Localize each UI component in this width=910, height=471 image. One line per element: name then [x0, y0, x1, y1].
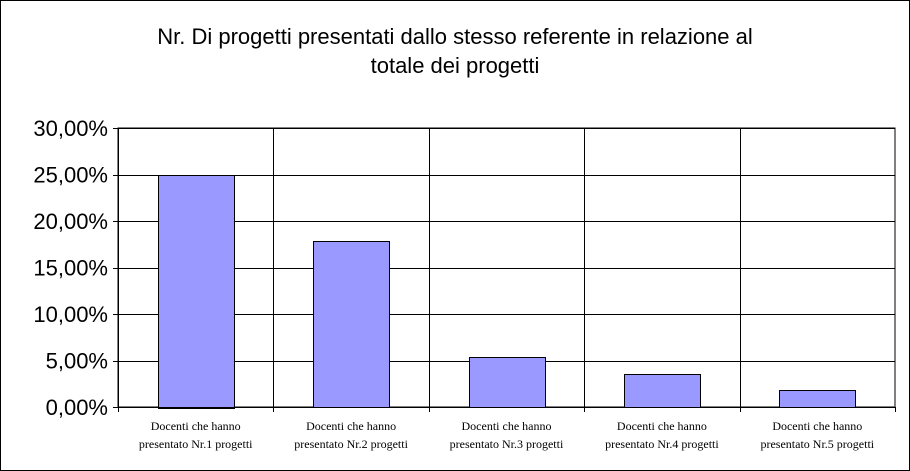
x-category-label-4-line-1: Docenti che hanno — [617, 419, 707, 433]
x-category-label-4-line-2: presentato Nr.4 progetti — [605, 437, 719, 451]
x-category-label-3-line-1: Docenti che hanno — [462, 419, 552, 433]
x-category-label-4: Docenti che hanno presentato Nr.4 progett… — [605, 419, 719, 451]
x-category-label-2: Docenti che hanno presentato Nr.2 progett… — [294, 419, 408, 451]
x-category-label-1-line-2: presentato Nr.1 progetti — [139, 437, 253, 451]
x-category-label-5: Docenti che hanno presentato Nr.5 progett… — [760, 419, 874, 451]
x-category-label-3: Docenti che hanno presentato Nr.3 progett… — [450, 419, 564, 451]
bar-4 — [624, 374, 701, 408]
x-category-label-2-line-1: Docenti che hanno — [306, 419, 396, 433]
bar-5 — [779, 390, 856, 408]
y-tick-label-0: 0,00% — [46, 395, 108, 420]
chart-title: Nr. Di progetti presentati dallo stesso … — [0, 22, 910, 80]
chart-title-line-1: Nr. Di progetti presentati dallo stesso … — [157, 24, 753, 49]
y-tick-label-3: 15,00% — [33, 256, 108, 281]
bar-2 — [313, 241, 390, 408]
y-tick-label-5: 25,00% — [33, 163, 108, 188]
y-tick-label-6: 30,00% — [33, 116, 108, 141]
x-category-label-3-line-2: presentato Nr.3 progetti — [450, 437, 564, 451]
y-tick-label-4: 20,00% — [33, 209, 108, 234]
y-tick-label-2: 10,00% — [33, 302, 108, 327]
y-tick-label-1: 5,00% — [46, 349, 108, 374]
x-category-label-1-line-1: Docenti che hanno — [151, 419, 241, 433]
x-category-label-2-line-2: presentato Nr.2 progetti — [294, 437, 408, 451]
chart-title-line-2: totale dei progetti — [370, 53, 540, 78]
x-category-label-5-line-2: presentato Nr.5 progetti — [760, 437, 874, 451]
bar-3 — [469, 357, 546, 408]
bar-1 — [158, 175, 235, 409]
x-category-label-5-line-1: Docenti che hanno — [772, 419, 862, 433]
x-category-label-1: Docenti che hanno presentato Nr.1 progett… — [139, 419, 253, 451]
